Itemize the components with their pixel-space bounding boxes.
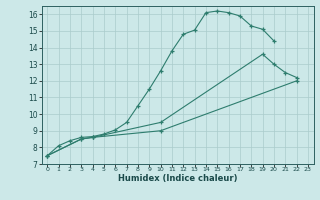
X-axis label: Humidex (Indice chaleur): Humidex (Indice chaleur) (118, 174, 237, 183)
